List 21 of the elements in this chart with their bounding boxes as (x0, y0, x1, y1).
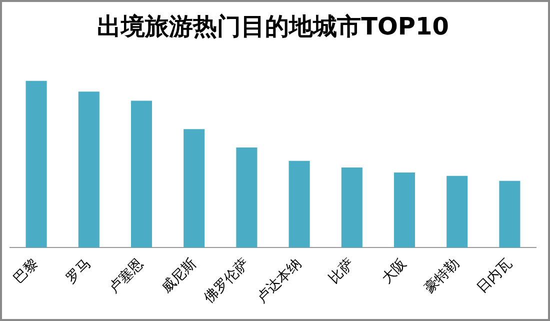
x-tick-label: 豪特勒 (421, 256, 463, 297)
x-tick-label: 比萨 (326, 256, 358, 287)
bar (446, 176, 468, 248)
bar (78, 92, 100, 248)
x-tick-label: 佛罗伦萨 (201, 256, 252, 306)
bar (394, 172, 416, 248)
x-tick-label: 卢达本纳 (254, 256, 305, 306)
x-tick-label: 威尼斯 (158, 256, 200, 297)
bar (130, 100, 152, 248)
x-tick-label: 罗马 (63, 256, 94, 287)
x-tick-label: 大阪 (378, 256, 410, 287)
bar (499, 180, 520, 248)
chart-title: 出境旅游热门目的地城市TOP10 (97, 12, 449, 41)
bar (26, 80, 47, 248)
bar (341, 167, 362, 248)
x-tick-label: 卢塞恩 (106, 256, 147, 297)
bar (236, 147, 258, 248)
x-tick-label: 日内瓦 (474, 256, 516, 297)
x-tick-label: 巴黎 (10, 256, 42, 287)
bar (184, 129, 205, 248)
bar (288, 160, 310, 248)
